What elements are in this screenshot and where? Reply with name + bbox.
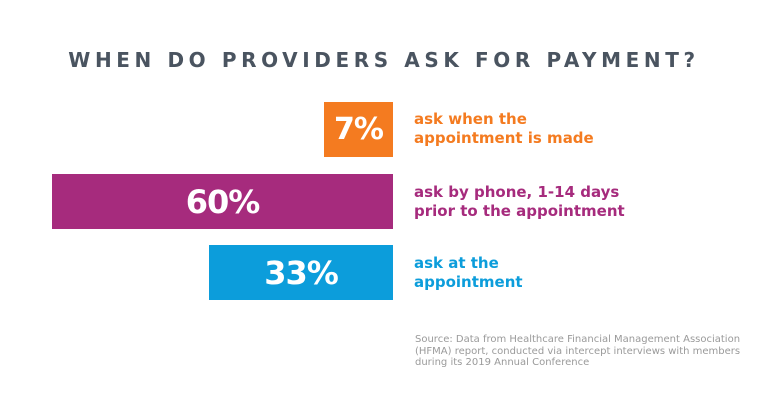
label-line-2: appointment is made xyxy=(414,129,594,147)
bar-label-at-appointment: ask at the appointment xyxy=(414,254,523,292)
source-note: Source: Data from Healthcare Financial M… xyxy=(415,334,765,369)
label-line-1: ask by phone, 1-14 days xyxy=(414,183,620,201)
label-line-1: ask at the xyxy=(414,254,499,272)
bar-value-label: 33% xyxy=(264,253,339,292)
source-line-2: (HFMA) report, conducted via intercept i… xyxy=(415,345,741,357)
bar-60-percent: 60% xyxy=(52,174,393,229)
chart-title: WHEN DO PROVIDERS ASK FOR PAYMENT? xyxy=(68,48,700,72)
bar-value-label: 7% xyxy=(334,112,384,147)
bar-label-when-made: ask when the appointment is made xyxy=(414,110,594,148)
label-line-2: prior to the appointment xyxy=(414,202,625,220)
source-line-3: during its 2019 Annual Conference xyxy=(415,357,590,368)
label-line-1: ask when the xyxy=(414,110,527,128)
bar-label-by-phone: ask by phone, 1-14 days prior to the app… xyxy=(414,183,625,221)
bar-value-label: 60% xyxy=(185,182,261,221)
source-line-1: Source: Data from Healthcare Financial M… xyxy=(415,334,741,345)
bar-33-percent: 33% xyxy=(209,245,393,300)
bar-7-percent: 7% xyxy=(324,102,393,157)
label-line-2: appointment xyxy=(414,273,523,291)
